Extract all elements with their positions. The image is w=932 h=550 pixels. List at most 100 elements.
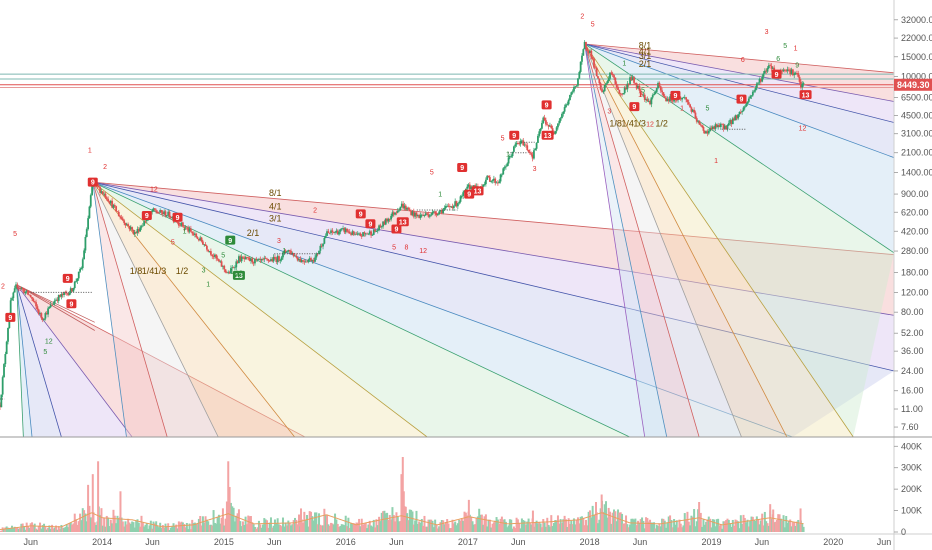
volume-bar bbox=[582, 517, 585, 532]
candle-body bbox=[153, 208, 156, 211]
candle-body bbox=[675, 99, 678, 101]
candle-body bbox=[352, 231, 355, 235]
volume-bar bbox=[275, 523, 278, 532]
candle-body bbox=[159, 209, 162, 213]
volume-bar bbox=[726, 518, 729, 532]
candle-body bbox=[263, 258, 266, 260]
volume-bar bbox=[307, 526, 310, 532]
volume-bar bbox=[519, 528, 522, 532]
volume-bar bbox=[411, 511, 414, 532]
volume-bar bbox=[402, 491, 405, 532]
candle-body bbox=[547, 124, 550, 127]
fan-ratio-label: 1/2 bbox=[655, 118, 668, 128]
price-axis-label: 2100.00 bbox=[901, 148, 932, 158]
volume-bar bbox=[749, 520, 752, 532]
volume-bar bbox=[715, 519, 718, 532]
volume-bar bbox=[346, 526, 349, 532]
volume-bar bbox=[219, 523, 222, 532]
volume-bar bbox=[503, 519, 506, 532]
volume-bar bbox=[125, 524, 128, 532]
candle-body bbox=[266, 258, 268, 260]
volume-bar bbox=[799, 508, 802, 532]
volume-bar bbox=[775, 519, 778, 532]
volume-bar bbox=[285, 525, 288, 532]
candle-body bbox=[639, 90, 642, 95]
candle-body bbox=[579, 61, 582, 72]
volume-bar bbox=[746, 519, 749, 532]
volume-bar bbox=[499, 518, 502, 532]
volume-bar bbox=[287, 520, 290, 532]
candle-body bbox=[439, 210, 442, 212]
volume-bar bbox=[751, 516, 754, 532]
candle-body bbox=[537, 135, 539, 143]
volume-bar bbox=[289, 525, 292, 532]
candle-body bbox=[629, 77, 631, 85]
setup-count-label: 9 bbox=[740, 97, 744, 104]
volume-bar bbox=[422, 525, 425, 532]
volume-bar bbox=[17, 528, 20, 532]
volume-bar bbox=[451, 519, 454, 532]
candle-body bbox=[44, 313, 47, 319]
volume-bar bbox=[706, 519, 709, 532]
candle-body bbox=[384, 218, 387, 225]
sequential-count-label: 1 bbox=[794, 46, 798, 53]
setup-count-box bbox=[771, 69, 782, 79]
candle-body bbox=[69, 288, 72, 293]
sequential-count-label: 2 bbox=[103, 164, 107, 171]
price-axis-label: 120.00 bbox=[901, 287, 929, 297]
volume-bar bbox=[539, 523, 542, 532]
candle-body bbox=[47, 308, 49, 315]
volume-bar bbox=[634, 518, 637, 532]
volume-bar bbox=[786, 522, 789, 532]
volume-bar bbox=[534, 522, 537, 532]
volume-bar bbox=[159, 522, 162, 532]
volume-bar bbox=[25, 522, 28, 532]
volume-bar bbox=[495, 517, 498, 532]
volume-bar bbox=[264, 519, 267, 532]
candle-body bbox=[59, 295, 61, 297]
volume-bar bbox=[97, 461, 100, 532]
volume-bar bbox=[384, 513, 387, 532]
volume-bar bbox=[93, 522, 96, 532]
candle-body bbox=[611, 73, 614, 76]
volume-bar bbox=[144, 524, 147, 532]
candle-body bbox=[719, 123, 722, 127]
volume-bar bbox=[709, 518, 712, 532]
candle-body bbox=[65, 292, 68, 294]
candle-body bbox=[180, 222, 183, 226]
volume-bar bbox=[703, 524, 706, 532]
candle-body bbox=[328, 232, 331, 234]
volume-bar bbox=[442, 520, 445, 532]
volume-bar bbox=[208, 524, 211, 532]
price-axis-label: 620.00 bbox=[901, 207, 929, 217]
candle-body bbox=[151, 210, 154, 212]
candle-body bbox=[252, 262, 255, 264]
volume-bar bbox=[388, 515, 391, 532]
volume-bar bbox=[335, 519, 338, 532]
volume-bar bbox=[435, 524, 438, 532]
volume-bar bbox=[514, 528, 517, 532]
candle-body bbox=[513, 146, 515, 152]
candle-body bbox=[642, 94, 645, 96]
candle-body bbox=[403, 205, 406, 209]
candle-body bbox=[710, 127, 713, 129]
volume-bar bbox=[627, 527, 630, 532]
candle-body bbox=[242, 256, 244, 258]
candle-body bbox=[432, 211, 435, 213]
setup-count-label: 9 bbox=[368, 221, 372, 228]
price-axis-label: 11.00 bbox=[901, 404, 923, 414]
volume-bar bbox=[233, 521, 236, 532]
candle-body bbox=[506, 163, 509, 167]
volume-bar bbox=[231, 506, 234, 532]
volume-bar bbox=[430, 519, 433, 532]
volume-bar bbox=[213, 522, 216, 532]
candle-body bbox=[745, 104, 748, 107]
candle-body bbox=[622, 93, 625, 95]
candle-body bbox=[610, 72, 613, 74]
volume-bar bbox=[626, 524, 629, 532]
volume-bar bbox=[316, 524, 319, 532]
candle-body bbox=[181, 222, 184, 227]
price-axis-label: 10000.00 bbox=[901, 72, 932, 82]
candle-body bbox=[562, 111, 565, 114]
